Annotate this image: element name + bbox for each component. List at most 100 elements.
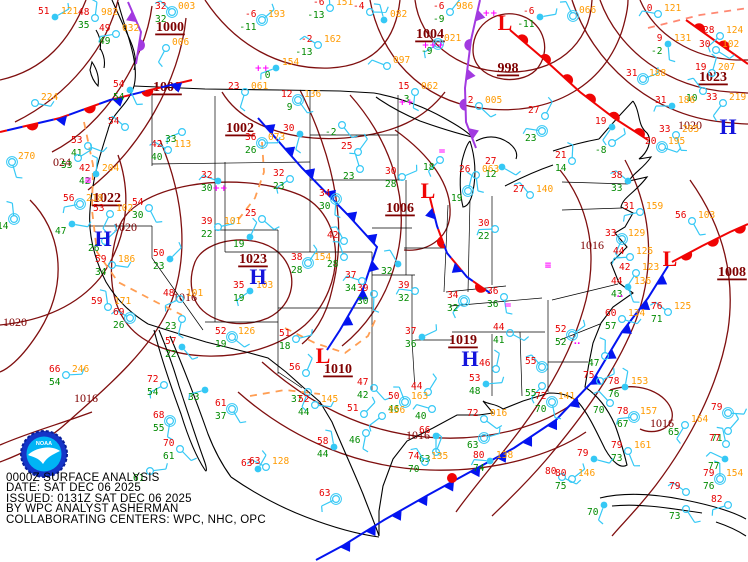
isobar-line bbox=[639, 0, 748, 61]
wind-barb bbox=[655, 301, 666, 311]
wind-barb bbox=[259, 454, 267, 467]
station-circle bbox=[51, 13, 59, 21]
station-circle-outer bbox=[226, 331, 238, 343]
station-temperature: 30 bbox=[699, 39, 711, 50]
wind-barb-tick bbox=[554, 417, 562, 420]
station-plot: 70 bbox=[593, 390, 614, 416]
low-pressure-center: L bbox=[316, 343, 331, 368]
station-pressure: 125 bbox=[636, 246, 653, 257]
station-plot: 56 bbox=[289, 353, 313, 378]
station-pressure: 140 bbox=[536, 184, 553, 195]
title-line-issued: ISSUED: 0131Z SAT DEC 06 2025 bbox=[6, 492, 192, 505]
station-plot: 38 154 28 bbox=[291, 244, 331, 276]
pressure-value-label: 1004 bbox=[415, 27, 445, 43]
svg-text:1008: 1008 bbox=[718, 265, 746, 280]
station-temperature: 33 bbox=[605, 228, 616, 239]
wind-barb bbox=[530, 388, 541, 399]
station-circle bbox=[103, 303, 112, 312]
station-plot: 021 -9 bbox=[421, 33, 461, 59]
station-temperature: 72 bbox=[535, 391, 546, 402]
station-plot: 18 bbox=[423, 156, 445, 177]
wind-barb-tick bbox=[427, 170, 432, 177]
station-dewpoint: 40 bbox=[415, 411, 427, 422]
station-circle bbox=[568, 12, 577, 21]
isobar-value-label: 1016 bbox=[580, 238, 604, 252]
wind-barb-tick bbox=[615, 418, 619, 425]
station-circle bbox=[721, 455, 729, 463]
station-plot: 55 bbox=[525, 354, 548, 373]
station-circle bbox=[721, 440, 730, 449]
station-plot: 30 102 bbox=[699, 39, 739, 59]
station-circle bbox=[398, 173, 407, 182]
isobar-line bbox=[190, 239, 293, 325]
wind-barb bbox=[503, 300, 508, 313]
station-pressure: 982 bbox=[101, 7, 118, 18]
station-dewpoint: 32 bbox=[381, 266, 392, 277]
coastline bbox=[459, 140, 476, 208]
station-temperature: 48 bbox=[78, 7, 90, 18]
station-circle bbox=[201, 386, 209, 394]
station-temperature: 57 bbox=[165, 336, 176, 347]
station-dewpoint: 3 bbox=[404, 94, 410, 105]
wind-barb bbox=[624, 212, 637, 217]
wind-barb-tick bbox=[310, 329, 313, 336]
wind-barb-tick bbox=[636, 318, 642, 325]
wind-barb-tick bbox=[555, 8, 558, 15]
wind-barb bbox=[602, 373, 615, 380]
label-underline bbox=[155, 33, 185, 36]
wind-barb bbox=[306, 358, 313, 371]
station-dewpoint: 33 bbox=[188, 392, 199, 403]
analysis-title-block: 0000Z SURFACE ANALYSIS DATE: SAT DEC 06 … bbox=[6, 472, 266, 526]
wind-barb bbox=[115, 309, 128, 317]
station-pressure: 021 bbox=[444, 33, 461, 44]
wind-barb bbox=[189, 390, 202, 395]
coastline bbox=[133, 85, 375, 94]
wind-barb bbox=[665, 147, 678, 153]
station-plot: -6-11 bbox=[517, 6, 558, 30]
station-dewpoint: 36 bbox=[487, 299, 499, 310]
station-plot: 52 126 19 bbox=[215, 326, 255, 350]
wind-barb bbox=[368, 417, 380, 427]
wind-barb bbox=[38, 103, 51, 107]
station-plot: 63 bbox=[241, 450, 267, 473]
station-circle bbox=[605, 399, 614, 408]
station-temperature: 77 bbox=[709, 433, 720, 444]
cold-front bbox=[257, 117, 380, 351]
station-circle bbox=[241, 87, 250, 96]
station-circle-outer bbox=[566, 329, 578, 341]
station-circle bbox=[332, 495, 341, 504]
station-pressure: 126 bbox=[238, 326, 255, 337]
station-dewpoint: 30 bbox=[201, 183, 213, 194]
station-temperature: 38 bbox=[611, 170, 623, 181]
coastline bbox=[475, 136, 600, 187]
station-dewpoint: 41 bbox=[71, 148, 83, 159]
station-circle bbox=[354, 148, 363, 157]
station-circle bbox=[272, 64, 280, 72]
station-circle-outer bbox=[399, 396, 411, 408]
wind-barb bbox=[64, 204, 77, 208]
cold-front bbox=[315, 265, 669, 561]
station-plot: 31 188 bbox=[626, 67, 666, 85]
wind-barb bbox=[160, 0, 170, 11]
wind-barb-tick bbox=[395, 288, 400, 295]
front-pip-triangle bbox=[170, 82, 183, 93]
wind-barb-tick bbox=[608, 457, 614, 464]
station-plot: 61 bbox=[133, 463, 168, 484]
wind-barb-tick bbox=[301, 406, 307, 412]
station-dewpoint: 47 bbox=[588, 358, 599, 369]
station-temperature: 28 bbox=[703, 25, 715, 36]
wind-barb bbox=[598, 390, 609, 401]
station-pressure: 131 bbox=[674, 33, 691, 44]
pressure-value-label: 1000 bbox=[155, 20, 185, 36]
wind-barb-tick bbox=[602, 139, 607, 146]
station-temperature: 54 bbox=[113, 79, 125, 90]
station-pressure: 135 bbox=[431, 451, 448, 462]
coastline bbox=[378, 100, 653, 536]
station-circle bbox=[664, 40, 672, 48]
station-circle bbox=[145, 204, 154, 213]
wind-barb bbox=[424, 329, 437, 337]
